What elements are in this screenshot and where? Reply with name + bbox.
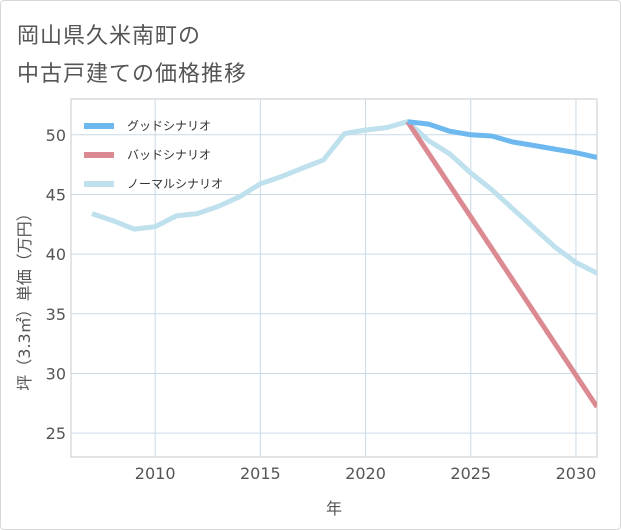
chart-title-line-2: 中古戸建ての価格推移 (17, 62, 248, 87)
y-tick-label: 35 (46, 305, 66, 324)
tick-labels: 2010 2015 2020 2025 2030 25 30 35 40 45 50 (46, 126, 597, 483)
y-tick-label: 40 (46, 245, 66, 264)
y-tick-label: 30 (46, 364, 66, 383)
legend-label: バッドシナリオ (127, 148, 211, 162)
series-lines (91, 119, 597, 409)
x-axis-label: 年 (326, 499, 342, 518)
x-tick-label: 2030 (556, 464, 597, 483)
x-tick-label: 2010 (135, 464, 176, 483)
y-axis-label: 坪（3.3㎡）単価（万円） (15, 205, 34, 390)
y-tick-label: 25 (46, 424, 66, 443)
x-tick-label: 2020 (345, 464, 386, 483)
y-tick-label: 50 (46, 126, 66, 145)
legend-label: ノーマルシナリオ (127, 177, 223, 191)
series-line-2 (91, 119, 597, 276)
grid (71, 99, 597, 457)
chart-title-line-1: 岡山県久米南町の (17, 24, 202, 49)
x-tick-label: 2025 (450, 464, 491, 483)
x-tick-label: 2015 (240, 464, 281, 483)
y-tick-label: 45 (46, 185, 66, 204)
series-line-1 (405, 120, 597, 409)
series-line-0 (407, 119, 597, 160)
legend-label: グッドシナリオ (127, 119, 211, 133)
